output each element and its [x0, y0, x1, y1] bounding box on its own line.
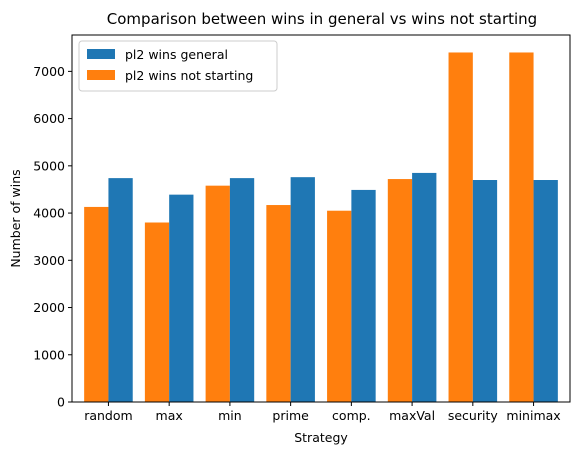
x-tick-label: comp. [332, 408, 371, 423]
x-tick-label: prime [272, 408, 309, 423]
bar-maxVal-not-starting [388, 179, 412, 402]
legend-label: pl2 wins general [125, 47, 228, 62]
x-tick-label: max [156, 408, 183, 423]
bar-prime-general [291, 177, 315, 402]
bar-minimax-general [534, 180, 558, 402]
x-axis-label: Strategy [294, 430, 348, 445]
legend-swatch [87, 70, 115, 80]
bar-max-not-starting [145, 223, 169, 402]
y-tick-label: 4000 [33, 206, 65, 221]
bar-random-not-starting [84, 207, 108, 402]
y-tick-label: 0 [57, 395, 65, 410]
bar-random-general [108, 178, 132, 402]
y-tick-label: 6000 [33, 111, 65, 126]
y-axis-label: Number of wins [8, 169, 23, 267]
legend: pl2 wins general pl2 wins not starting [79, 41, 277, 91]
bar-minimax-not-starting [509, 52, 533, 402]
bar-max-general [169, 195, 193, 402]
bar-comp-not-starting [327, 211, 351, 402]
bar-security-general [473, 180, 497, 402]
y-tick-label: 7000 [33, 64, 65, 79]
x-tick-label: maxVal [389, 408, 435, 423]
y-tick-label: 3000 [33, 253, 65, 268]
x-tick-label: min [218, 408, 242, 423]
bar-prime-not-starting [266, 205, 290, 402]
bar-maxVal-general [412, 173, 436, 402]
legend-swatch [87, 49, 115, 59]
y-tick-label: 2000 [33, 300, 65, 315]
chart-title: Comparison between wins in general vs wi… [107, 10, 537, 28]
bar-security-not-starting [449, 52, 473, 402]
bar-min-general [230, 178, 254, 402]
y-tick-label: 5000 [33, 158, 65, 173]
x-tick-label: random [84, 408, 132, 423]
legend-label: pl2 wins not starting [125, 68, 253, 83]
x-tick-label: security [448, 408, 499, 423]
bar-min-not-starting [206, 186, 230, 402]
bar-comp-general [351, 190, 375, 402]
y-tick-label: 1000 [33, 347, 65, 362]
bars-group [84, 52, 558, 402]
x-tick-label: minimax [506, 408, 560, 423]
